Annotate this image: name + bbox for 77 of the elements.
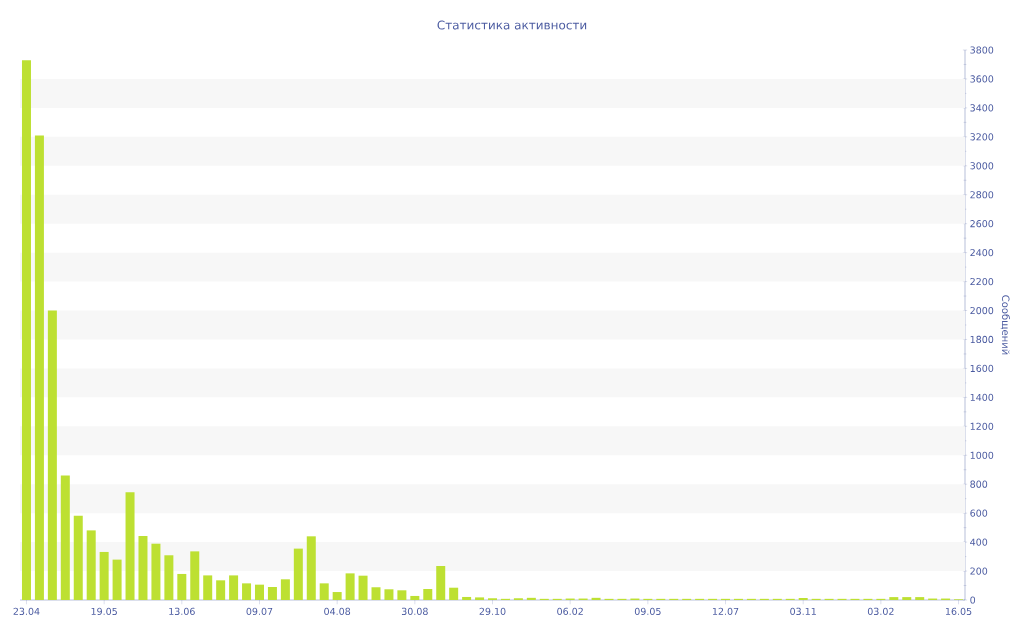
bar [60, 475, 70, 600]
chart-title: Статистика активности [437, 20, 587, 30]
y-tick-label: 200 [970, 567, 988, 575]
y-tick-label: 3400 [970, 104, 994, 112]
bar [449, 587, 459, 600]
y-tick-label: 2200 [970, 277, 994, 286]
bar [798, 597, 808, 600]
bar [254, 584, 264, 600]
bar [47, 310, 57, 600]
bar [216, 580, 226, 600]
bar [475, 597, 485, 600]
y-tick-label: 3000 [970, 162, 994, 170]
bar [190, 551, 200, 600]
bar [423, 589, 433, 600]
bar [99, 551, 109, 600]
y-tick-label: 0 [970, 596, 976, 604]
x-tick-label: 09.07 [246, 607, 273, 615]
bar [384, 589, 394, 600]
y-tick-label: 3200 [970, 133, 994, 141]
y-tick-label: 1200 [970, 422, 994, 430]
y-tick-label: 1800 [970, 335, 994, 344]
x-tick-label: 12.07 [712, 607, 739, 615]
x-tick-label: 04.08 [324, 607, 351, 615]
bar [889, 597, 899, 600]
y-tick-label: 800 [970, 480, 988, 488]
x-tick-label: 03.11 [790, 607, 816, 615]
y-tick-label: 2600 [970, 220, 994, 228]
bar [436, 565, 446, 600]
x-tick-label: 19.05 [91, 607, 117, 615]
bar [462, 596, 472, 600]
y-tick-label: 3600 [970, 75, 994, 83]
x-tick-label: 29.10 [479, 607, 506, 615]
bar [229, 575, 239, 600]
bar [371, 587, 381, 600]
x-tick-label: 30.08 [401, 607, 428, 615]
y-tick-label: 600 [970, 509, 988, 517]
bar [125, 492, 135, 600]
y-axis-title: Сообщений [1000, 295, 1010, 355]
bar [21, 60, 31, 600]
y-tick-label: 1400 [970, 393, 994, 401]
bar [138, 536, 148, 600]
bar [267, 586, 277, 600]
x-tick-label: 03.02 [867, 607, 894, 615]
y-tick-label: 2400 [970, 249, 994, 257]
bar [410, 595, 420, 600]
x-tick-label: 16.05 [945, 607, 972, 615]
bar [915, 597, 925, 600]
bar [177, 573, 187, 600]
bar [73, 515, 83, 600]
bar [902, 597, 912, 600]
bar [280, 579, 290, 600]
bar [86, 530, 96, 600]
y-tick-label: 3800 [970, 46, 994, 54]
y-tick-label: 1000 [970, 451, 994, 459]
y-tick-label: 2800 [970, 191, 994, 199]
x-tick-label: 13.06 [169, 607, 195, 615]
y-tick-label: 400 [970, 538, 988, 546]
bar [332, 592, 342, 600]
bar [164, 555, 174, 600]
bar [345, 573, 355, 600]
bar [358, 575, 368, 600]
y-tick-label: 2000 [970, 306, 994, 315]
bar [397, 590, 407, 600]
bar [306, 536, 316, 600]
bar [112, 559, 122, 600]
bar [203, 575, 213, 600]
x-tick-label: 09.05 [634, 607, 661, 615]
bar [293, 548, 303, 600]
bar [319, 583, 329, 600]
bar [34, 135, 44, 600]
bar [591, 597, 601, 600]
bar [526, 597, 536, 600]
y-tick-label: 1600 [970, 364, 994, 373]
bar [242, 583, 252, 600]
bar [151, 543, 161, 600]
x-tick-label: 23.04 [13, 607, 40, 615]
x-tick-label: 06.02 [557, 607, 583, 615]
